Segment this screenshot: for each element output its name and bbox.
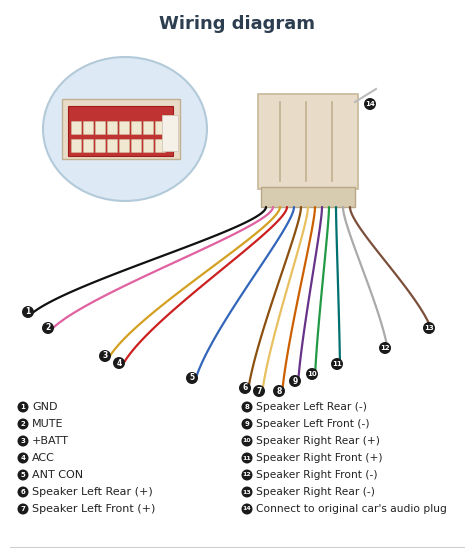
Text: 11: 11 xyxy=(243,456,251,461)
FancyBboxPatch shape xyxy=(261,187,355,207)
Text: Speaker Right Rear (-): Speaker Right Rear (-) xyxy=(256,487,375,497)
Circle shape xyxy=(379,342,391,354)
Text: 6: 6 xyxy=(21,489,26,495)
Circle shape xyxy=(18,435,28,447)
Text: 8: 8 xyxy=(245,404,249,410)
FancyBboxPatch shape xyxy=(155,121,165,135)
Circle shape xyxy=(239,382,251,394)
FancyBboxPatch shape xyxy=(144,140,154,153)
Circle shape xyxy=(113,357,125,369)
Text: 2: 2 xyxy=(21,421,26,427)
FancyBboxPatch shape xyxy=(95,121,106,135)
FancyBboxPatch shape xyxy=(95,140,106,153)
Circle shape xyxy=(423,322,435,334)
Text: 3: 3 xyxy=(20,438,26,444)
FancyBboxPatch shape xyxy=(258,94,358,189)
Text: 10: 10 xyxy=(307,371,317,377)
Circle shape xyxy=(18,470,28,481)
Text: 12: 12 xyxy=(243,472,251,477)
Text: 3: 3 xyxy=(102,352,108,361)
Text: Speaker Left Front (-): Speaker Left Front (-) xyxy=(256,419,370,429)
Circle shape xyxy=(241,486,253,498)
Text: GND: GND xyxy=(32,402,57,412)
FancyBboxPatch shape xyxy=(68,106,173,156)
Text: 2: 2 xyxy=(46,324,51,333)
Text: Wiring diagram: Wiring diagram xyxy=(159,15,315,33)
Text: Speaker Right Front (-): Speaker Right Front (-) xyxy=(256,470,377,480)
Text: 9: 9 xyxy=(292,377,298,386)
Text: 1: 1 xyxy=(20,404,26,410)
FancyBboxPatch shape xyxy=(119,140,129,153)
Circle shape xyxy=(241,452,253,463)
Text: Connect to original car's audio plug: Connect to original car's audio plug xyxy=(256,504,447,514)
Circle shape xyxy=(42,322,54,334)
Circle shape xyxy=(22,306,34,318)
Circle shape xyxy=(241,401,253,413)
Text: 4: 4 xyxy=(117,358,122,367)
Circle shape xyxy=(289,375,301,387)
FancyBboxPatch shape xyxy=(83,121,93,135)
Text: 8: 8 xyxy=(276,386,282,396)
Circle shape xyxy=(241,419,253,429)
Circle shape xyxy=(253,385,265,397)
Circle shape xyxy=(306,368,318,380)
Text: Speaker Left Front (+): Speaker Left Front (+) xyxy=(32,504,155,514)
Circle shape xyxy=(18,504,28,514)
FancyBboxPatch shape xyxy=(131,140,142,153)
Text: ANT CON: ANT CON xyxy=(32,470,83,480)
Circle shape xyxy=(241,504,253,514)
Text: 4: 4 xyxy=(20,455,26,461)
Text: 1: 1 xyxy=(26,307,31,316)
FancyBboxPatch shape xyxy=(62,99,180,159)
Text: 14: 14 xyxy=(243,506,251,511)
Ellipse shape xyxy=(43,57,207,201)
FancyBboxPatch shape xyxy=(72,121,82,135)
Text: +BATT: +BATT xyxy=(32,436,69,446)
FancyBboxPatch shape xyxy=(83,140,93,153)
Text: Speaker Left Rear (-): Speaker Left Rear (-) xyxy=(256,402,367,412)
Text: 10: 10 xyxy=(243,438,251,443)
Text: 5: 5 xyxy=(21,472,26,478)
Text: 7: 7 xyxy=(20,506,26,512)
Text: Speaker Right Front (+): Speaker Right Front (+) xyxy=(256,453,383,463)
Circle shape xyxy=(186,372,198,384)
Text: Speaker Left Rear (+): Speaker Left Rear (+) xyxy=(32,487,153,497)
FancyBboxPatch shape xyxy=(162,115,178,151)
Circle shape xyxy=(331,358,343,370)
Text: 7: 7 xyxy=(256,386,262,396)
FancyBboxPatch shape xyxy=(131,121,142,135)
Circle shape xyxy=(18,452,28,463)
Circle shape xyxy=(364,98,376,110)
Text: Speaker Right Rear (+): Speaker Right Rear (+) xyxy=(256,436,380,446)
Text: 13: 13 xyxy=(424,325,434,331)
FancyBboxPatch shape xyxy=(144,121,154,135)
Circle shape xyxy=(18,401,28,413)
Text: MUTE: MUTE xyxy=(32,419,64,429)
Circle shape xyxy=(18,419,28,429)
Text: ACC: ACC xyxy=(32,453,55,463)
FancyBboxPatch shape xyxy=(108,121,118,135)
Text: 14: 14 xyxy=(365,101,375,107)
Circle shape xyxy=(241,470,253,481)
Text: 12: 12 xyxy=(380,345,390,351)
Circle shape xyxy=(273,385,285,397)
FancyBboxPatch shape xyxy=(119,121,129,135)
FancyBboxPatch shape xyxy=(155,140,165,153)
FancyBboxPatch shape xyxy=(108,140,118,153)
Text: 13: 13 xyxy=(243,490,251,495)
Text: 11: 11 xyxy=(332,361,342,367)
FancyBboxPatch shape xyxy=(72,140,82,153)
Text: 5: 5 xyxy=(190,373,194,382)
Circle shape xyxy=(241,435,253,447)
Text: 9: 9 xyxy=(245,421,249,427)
Text: 6: 6 xyxy=(242,383,247,392)
Circle shape xyxy=(18,486,28,498)
Circle shape xyxy=(99,350,111,362)
